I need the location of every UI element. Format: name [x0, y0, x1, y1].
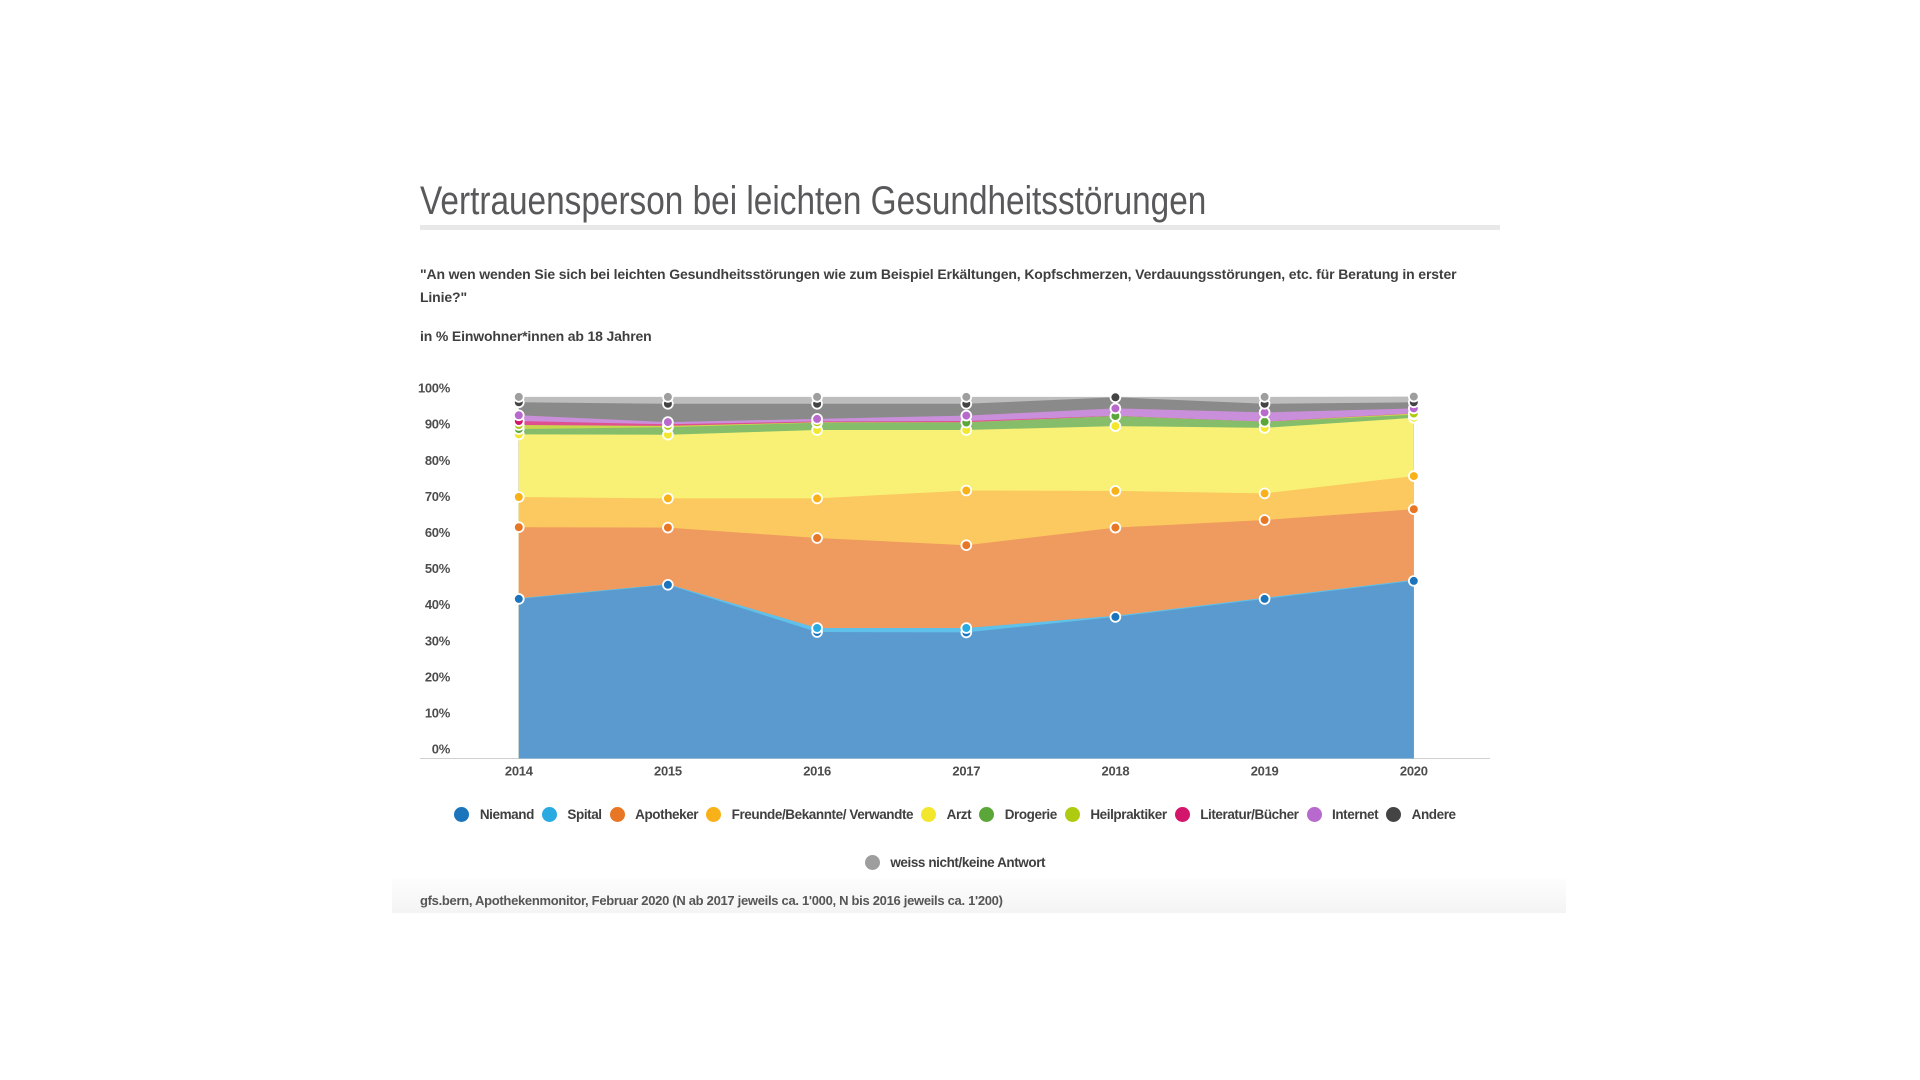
svg-text:40%: 40% [425, 597, 451, 612]
svg-text:2019: 2019 [1251, 764, 1279, 779]
svg-text:30%: 30% [425, 633, 451, 648]
svg-text:20%: 20% [425, 669, 451, 684]
svg-text:2018: 2018 [1102, 764, 1130, 779]
svg-text:2014: 2014 [505, 764, 534, 779]
svg-text:10%: 10% [425, 706, 451, 721]
svg-text:0%: 0% [432, 742, 451, 757]
svg-text:100%: 100% [418, 381, 451, 396]
svg-text:50%: 50% [425, 561, 451, 576]
svg-text:2016: 2016 [803, 764, 831, 779]
svg-text:90%: 90% [425, 417, 451, 432]
svg-text:80%: 80% [425, 453, 451, 468]
svg-text:60%: 60% [425, 525, 451, 540]
svg-text:2015: 2015 [654, 764, 682, 779]
svg-text:2017: 2017 [952, 764, 980, 779]
svg-text:70%: 70% [425, 489, 451, 504]
svg-text:2020: 2020 [1400, 764, 1428, 779]
